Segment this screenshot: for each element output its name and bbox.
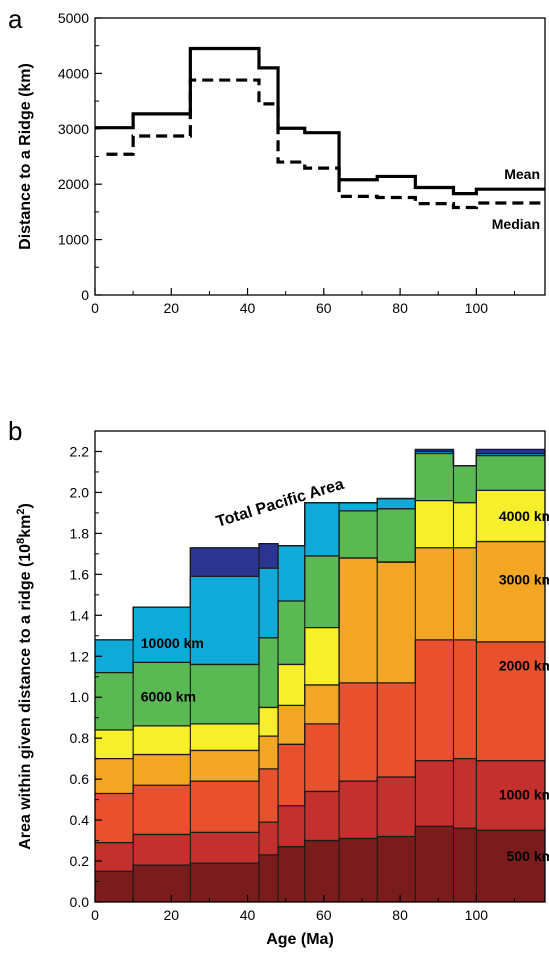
series-line-mean bbox=[95, 46, 545, 196]
y-axis-label-end: ) bbox=[17, 503, 34, 508]
y-tick-label: 0 bbox=[81, 287, 89, 303]
panel-letter-a: a bbox=[8, 4, 23, 34]
y-tick-label: 1000 bbox=[58, 232, 89, 248]
band-label: 4000 km bbox=[499, 508, 549, 524]
y-tick-label: 1.6 bbox=[70, 566, 90, 582]
y-tick-label: 0.2 bbox=[70, 853, 90, 869]
y-tick-label: 2.0 bbox=[70, 484, 90, 500]
y-tick-label: 0.6 bbox=[70, 771, 90, 787]
y-tick-label: 1.4 bbox=[70, 607, 90, 623]
band-fill-500-km bbox=[95, 826, 545, 902]
x-tick-label: 60 bbox=[316, 907, 332, 923]
band-label: 6000 km bbox=[141, 688, 196, 704]
y-axis-label: Distance to a Ridge (km) bbox=[17, 63, 34, 250]
y-axis-label-unit: km bbox=[17, 515, 34, 538]
x-tick-label: 20 bbox=[163, 300, 179, 316]
y-tick-label: 4000 bbox=[58, 65, 89, 81]
panel-letter-b: b bbox=[8, 416, 22, 446]
band-label: 1000 km bbox=[499, 787, 549, 803]
panel-a-line-chart: Mean Median 0 1000 2000 3000 4000 5000 0 20 40 60 80… bbox=[8, 4, 546, 316]
x-tick-label: 0 bbox=[91, 300, 99, 316]
x-tick-label: 20 bbox=[163, 907, 179, 923]
y-tick-label: 0.4 bbox=[70, 812, 90, 828]
x-tick-label: 80 bbox=[392, 300, 408, 316]
band-label: 500 km bbox=[507, 848, 549, 864]
y-tick-label: 0.0 bbox=[70, 894, 90, 910]
x-axis-label: Age (Ma) bbox=[266, 931, 334, 948]
band-label: 3000 km bbox=[499, 572, 549, 588]
y-tick-label: 3000 bbox=[58, 121, 89, 137]
y-axis-label: Area within given distance to a ridge (1… bbox=[15, 503, 34, 850]
y-tick-label: 5000 bbox=[58, 10, 89, 26]
series-label-median: Median bbox=[492, 216, 540, 232]
plot-frame bbox=[94, 17, 546, 296]
x-tick-label: 0 bbox=[91, 907, 99, 923]
x-tick-label: 40 bbox=[240, 907, 256, 923]
x-tick-label: 60 bbox=[316, 300, 332, 316]
x-tick-label: 40 bbox=[240, 300, 256, 316]
y-tick-label: 1.8 bbox=[70, 525, 90, 541]
series-label-mean: Mean bbox=[504, 166, 540, 182]
y-axis-label-sup2: 2 bbox=[15, 509, 27, 515]
x-tick-label: 80 bbox=[392, 907, 408, 923]
band-label: 10000 km bbox=[141, 635, 204, 651]
band-label: 2000 km bbox=[499, 658, 549, 674]
y-tick-label: 2000 bbox=[58, 176, 89, 192]
y-tick-label: 1.0 bbox=[70, 689, 90, 705]
y-axis-label-main: Area within given distance to a ridge (1… bbox=[17, 544, 34, 850]
panel-b-stacked-area-chart: 0.0 0.2 0.4 0.6 0.8 1.0 1.2 1.4 1.6 1.8 2.0 2.2 0 20 4… bbox=[8, 416, 549, 948]
y-tick-label: 0.8 bbox=[70, 730, 90, 746]
series-line-median bbox=[106, 78, 545, 210]
y-tick-label: 1.2 bbox=[70, 648, 90, 664]
plot-frame bbox=[94, 430, 546, 903]
y-tick-label: 2.2 bbox=[70, 443, 90, 459]
y-axis-label-sup: 8 bbox=[15, 538, 27, 544]
x-tick-label: 100 bbox=[465, 300, 489, 316]
x-tick-label: 100 bbox=[465, 907, 489, 923]
